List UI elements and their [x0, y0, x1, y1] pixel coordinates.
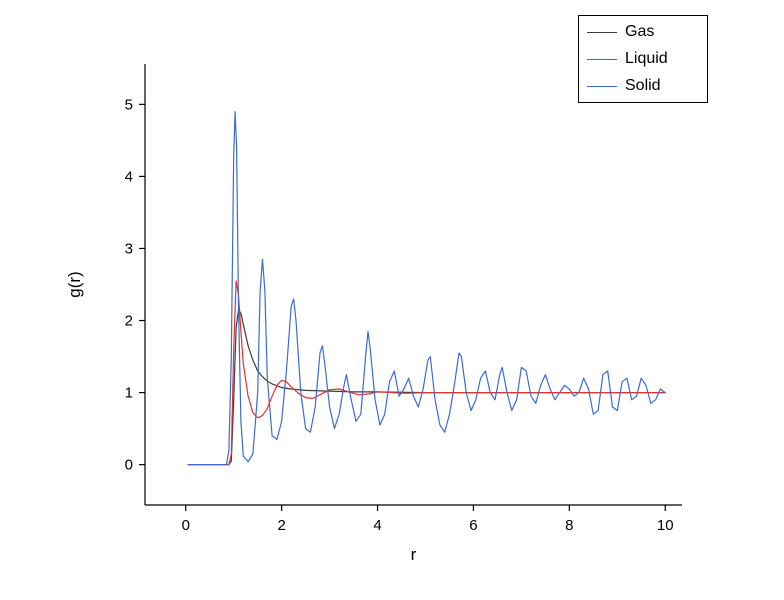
y-tick-label: 2: [125, 313, 133, 330]
y-tick-label: 3: [125, 240, 133, 257]
legend-item-solid: Solid: [587, 75, 699, 97]
y-tick-label: 1: [125, 385, 133, 402]
liquid-line: [187, 280, 666, 466]
x-axis-label: r: [411, 545, 417, 564]
x-tick-label: 4: [373, 517, 381, 534]
x-tick-label: 10: [657, 517, 674, 534]
y-axis-label: g(r): [65, 271, 84, 297]
solid-line-swatch: [587, 85, 617, 87]
y-tick-label: 5: [125, 96, 133, 113]
y-tick-label: 4: [125, 168, 133, 185]
x-tick-label: 2: [277, 517, 285, 534]
x-tick-label: 6: [469, 517, 477, 534]
x-tick-label: 8: [565, 517, 573, 534]
legend-label-liquid: Liquid: [625, 50, 668, 67]
y-tick-label: 0: [125, 457, 133, 474]
x-tick-label: 0: [182, 517, 190, 534]
legend: Gas Liquid Solid: [578, 15, 708, 103]
solid-line: [187, 110, 666, 466]
legend-label-solid: Solid: [625, 77, 661, 94]
legend-label-gas: Gas: [625, 23, 655, 40]
gas-line-swatch: [587, 31, 617, 33]
gas-line: [187, 309, 666, 466]
liquid-line-swatch: [587, 58, 617, 60]
legend-item-liquid: Liquid: [587, 48, 699, 70]
legend-item-gas: Gas: [587, 21, 699, 43]
